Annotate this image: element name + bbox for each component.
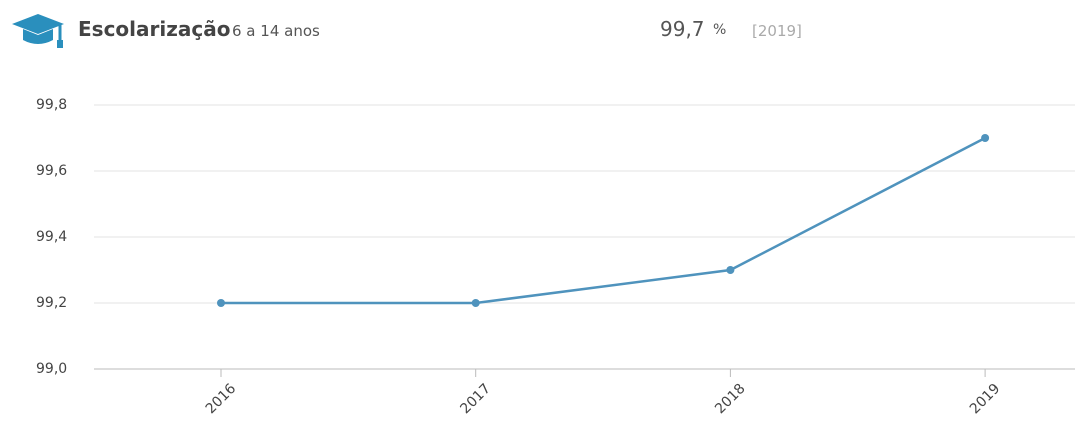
subtitle: 6 a 14 anos — [232, 22, 320, 40]
header: Escolarização 6 a 14 anos 99,7 % [2019] — [0, 0, 1075, 60]
headline-period: [2019] — [752, 22, 802, 40]
y-tick-label: 99,0 — [36, 361, 67, 377]
headline-value: 99,7 — [660, 17, 705, 41]
headline-unit: % — [713, 22, 727, 38]
point — [726, 266, 735, 274]
x-tick-label: 2019 — [967, 381, 1004, 418]
line — [221, 136, 986, 305]
y-tick-label: 99,2 — [36, 295, 67, 311]
point — [981, 134, 990, 142]
y-tick-label: 99,4 — [36, 229, 67, 245]
y-tick-label: 99,6 — [36, 163, 67, 179]
title: Escolarização — [78, 17, 231, 41]
x-tick-label: 2017 — [457, 381, 494, 418]
x-tick-label: 2018 — [712, 381, 749, 418]
y-tick-label: 99,8 — [36, 97, 67, 113]
graduation-icon — [12, 14, 64, 48]
x-tick-label: 2016 — [203, 381, 240, 418]
point — [217, 299, 225, 307]
point — [471, 299, 480, 307]
